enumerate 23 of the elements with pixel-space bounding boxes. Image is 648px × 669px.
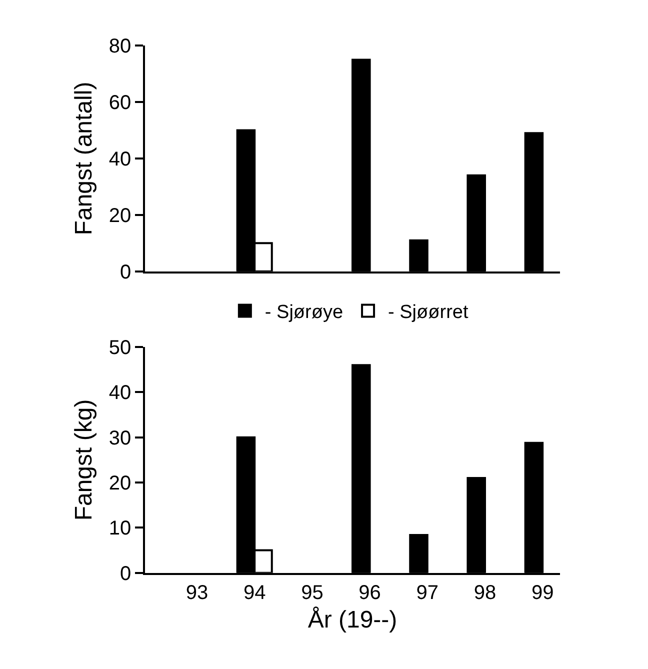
x-tick-label: 98	[474, 582, 496, 604]
y-tick-label: 80	[108, 36, 132, 58]
y-tick-label: 60	[108, 92, 132, 114]
x-tick-label: 95	[301, 582, 324, 604]
y-axis-title: Fangst (kg)	[70, 399, 98, 521]
y-tick-label: 40	[108, 148, 132, 170]
x-tick-label: 94	[243, 582, 266, 604]
x-tick-label: 99	[531, 582, 554, 604]
y-axis-title: Fangst (antall)	[70, 82, 98, 236]
legend-label: - Sjøørret	[388, 302, 469, 324]
y-tick-label: 20	[108, 204, 132, 227]
y-tick-label: 30	[108, 427, 132, 450]
y-tick-label: 20	[108, 472, 132, 495]
y-tick-label: 10	[108, 518, 132, 540]
y-tick-label: 50	[108, 337, 132, 360]
y-tick-label: 0	[120, 261, 132, 284]
x-tick-label: 93	[186, 582, 208, 604]
y-tick-label: 0	[120, 562, 132, 585]
x-tick-label: 97	[416, 582, 439, 604]
y-tick-label: 40	[108, 382, 132, 404]
legend-label: - Sjørøye	[264, 302, 344, 324]
x-tick-label: 96	[358, 582, 381, 604]
x-axis-title: År (19--)	[308, 606, 398, 634]
